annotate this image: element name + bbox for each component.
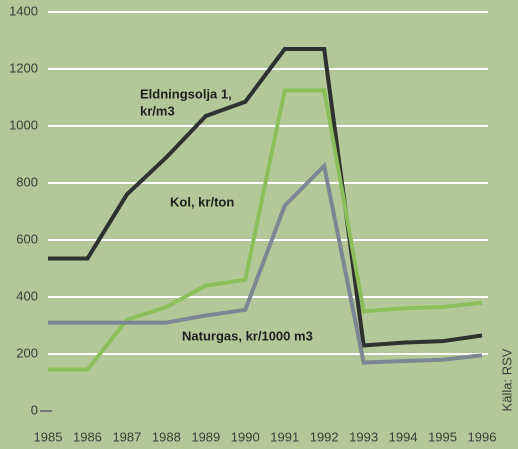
y-tick-label: 400 [16, 288, 38, 303]
x-tick-label: 1995 [428, 429, 457, 444]
y-tick-label: 600 [16, 231, 38, 246]
x-tick-label: 1990 [231, 429, 260, 444]
series-label: Naturgas, kr/1000 m3 [182, 328, 313, 343]
series-label: Eldningsolja 1, [140, 86, 232, 101]
x-tick-label: 1991 [270, 429, 299, 444]
series-line [48, 161, 483, 365]
x-tick-label: 1996 [468, 429, 497, 444]
x-tick-label: 1989 [191, 429, 220, 444]
x-tick-label: 1993 [349, 429, 378, 444]
source: Källa: RSV [499, 348, 514, 411]
y-tick-label: 200 [16, 345, 38, 360]
x-tick-label: 1988 [152, 429, 181, 444]
y-tick-label: 800 [16, 174, 38, 189]
x-tick-label: 1994 [389, 429, 418, 444]
series-label: kr/m3 [140, 103, 175, 118]
y-tick-label: 1000 [9, 117, 38, 132]
series-label: Kol, kr/ton [170, 194, 234, 209]
x-tick-label: 1987 [112, 429, 141, 444]
x-tick-label: 1985 [34, 429, 63, 444]
y-tick-label: 1400 [9, 3, 38, 18]
series-line [48, 47, 483, 348]
y-tick-label: 0 [31, 402, 38, 417]
y-tick-label: 1200 [9, 60, 38, 75]
x-tick-label: 1986 [73, 429, 102, 444]
x-tick-label: 1992 [310, 429, 339, 444]
series-line [48, 88, 483, 372]
